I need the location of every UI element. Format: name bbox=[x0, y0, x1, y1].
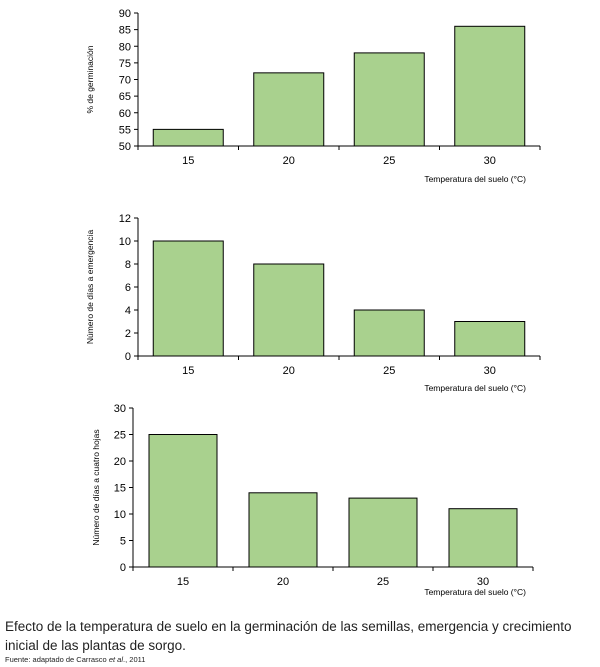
figure-source: Fuente: adaptado de Carrasco et al., 201… bbox=[5, 655, 145, 664]
y-tick-label: 25 bbox=[114, 430, 126, 442]
x-tick-label: 30 bbox=[484, 365, 496, 377]
y-tick-label: 12 bbox=[119, 213, 131, 225]
y-tick-label: 6 bbox=[125, 282, 131, 294]
y-tick-label: 10 bbox=[119, 236, 131, 248]
x-tick-label: 25 bbox=[383, 365, 395, 377]
x-tick-label: 30 bbox=[484, 155, 496, 167]
y-tick-label: 85 bbox=[119, 25, 131, 37]
y-tick-label: 0 bbox=[125, 351, 131, 363]
x-tick-label: 25 bbox=[377, 576, 389, 588]
figure-caption: Efecto de la temperatura de suelo en la … bbox=[5, 619, 572, 653]
y-tick-label: 60 bbox=[119, 108, 131, 120]
x-axis-title: Temperatura del suelo (°C) bbox=[424, 174, 526, 184]
x-axis-title: Temperatura del suelo (°C) bbox=[424, 383, 526, 393]
y-axis-title: Número de días a cuatro hojas bbox=[91, 429, 101, 545]
y-tick-label: 4 bbox=[125, 305, 131, 317]
y-axis-title: % de germinación bbox=[85, 45, 95, 113]
x-tick-label: 15 bbox=[182, 155, 194, 167]
y-tick-label: 2 bbox=[125, 328, 131, 340]
y-tick-label: 50 bbox=[119, 141, 131, 153]
x-axis-title: Temperatura del suelo (°C) bbox=[424, 587, 526, 597]
y-tick-label: 75 bbox=[119, 58, 131, 70]
y-tick-label: 30 bbox=[114, 403, 126, 415]
bar-30 bbox=[448, 508, 518, 568]
y-tick-label: 20 bbox=[114, 456, 126, 468]
bar-25 bbox=[353, 52, 425, 147]
y-tick-label: 0 bbox=[120, 562, 126, 574]
bar-30 bbox=[454, 321, 526, 357]
bar-20 bbox=[248, 492, 318, 568]
y-tick-label: 5 bbox=[120, 536, 126, 548]
emergence-days-chart: 0 2 4 6 8 10 12 15 20 25 30 Temperatura del suelo (… bbox=[85, 213, 541, 393]
source-prefix: Fuente: adaptado de Carrasco bbox=[5, 655, 109, 664]
bar-20 bbox=[253, 263, 325, 357]
bar-15 bbox=[148, 434, 218, 568]
y-tick-label: 10 bbox=[114, 509, 126, 521]
bar-15 bbox=[152, 128, 224, 147]
bar-30 bbox=[454, 25, 526, 147]
x-tick-label: 25 bbox=[383, 155, 395, 167]
x-tick-label: 15 bbox=[182, 365, 194, 377]
germination-chart: 50 55 60 65 70 75 80 85 90 15 20 25 30 Temperatura de… bbox=[85, 8, 541, 184]
x-tick-label: 15 bbox=[177, 576, 189, 588]
y-tick-label: 15 bbox=[114, 483, 126, 495]
bar-25 bbox=[353, 309, 425, 357]
x-tick-label: 20 bbox=[283, 155, 295, 167]
x-tick-label: 20 bbox=[283, 365, 295, 377]
y-tick-label: 70 bbox=[119, 75, 131, 87]
y-tick-label: 55 bbox=[119, 124, 131, 136]
y-axis-title: Número de días a emergencia bbox=[85, 230, 95, 345]
x-tick-label: 20 bbox=[277, 576, 289, 588]
bar-20 bbox=[253, 72, 325, 147]
source-italic: et al bbox=[108, 655, 124, 664]
bar-15 bbox=[152, 240, 224, 357]
x-tick-label: 30 bbox=[477, 576, 489, 588]
source-suffix: ., 2011 bbox=[123, 655, 146, 664]
y-tick-label: 65 bbox=[119, 91, 131, 103]
y-tick-label: 90 bbox=[119, 8, 131, 20]
bar-25 bbox=[348, 497, 418, 568]
y-tick-label: 8 bbox=[125, 259, 131, 271]
y-tick-label: 80 bbox=[119, 41, 131, 53]
